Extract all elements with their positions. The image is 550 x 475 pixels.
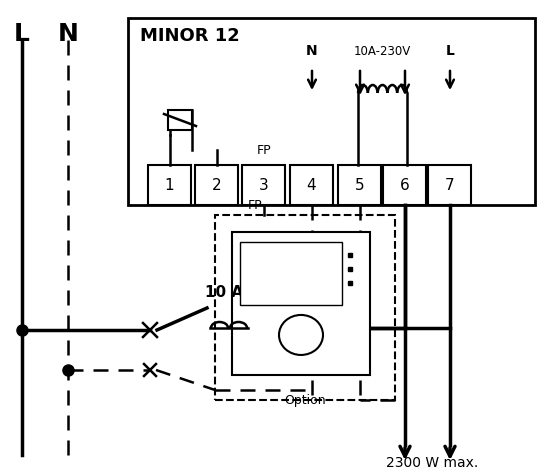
Text: 3: 3: [258, 178, 268, 192]
Bar: [232, 232, 370, 375]
Bar: [383, 165, 426, 205]
Text: L: L: [446, 44, 454, 58]
Text: 5: 5: [355, 178, 364, 192]
Text: MINOR 12: MINOR 12: [140, 27, 240, 45]
Text: 7: 7: [445, 178, 454, 192]
Text: N: N: [306, 44, 318, 58]
Bar: [338, 165, 381, 205]
Bar: [128, 18, 535, 205]
Text: L: L: [14, 22, 30, 46]
Bar: [242, 165, 285, 205]
Bar: [195, 165, 238, 205]
Text: 2300 W max.: 2300 W max.: [386, 456, 478, 470]
Text: 10A-230V: 10A-230V: [354, 45, 411, 58]
Text: FP: FP: [248, 199, 262, 212]
Text: 2: 2: [212, 178, 221, 192]
Text: 4: 4: [307, 178, 316, 192]
Text: 10 A: 10 A: [205, 285, 243, 300]
Text: 1: 1: [164, 178, 174, 192]
Text: FP: FP: [257, 144, 271, 157]
Bar: [290, 165, 333, 205]
Bar: [240, 242, 342, 305]
Bar: [168, 110, 192, 130]
Text: N: N: [58, 22, 79, 46]
Text: Option: Option: [284, 394, 326, 407]
Text: 6: 6: [400, 178, 409, 192]
Bar: [428, 165, 471, 205]
Bar: [215, 215, 395, 400]
Bar: [148, 165, 191, 205]
